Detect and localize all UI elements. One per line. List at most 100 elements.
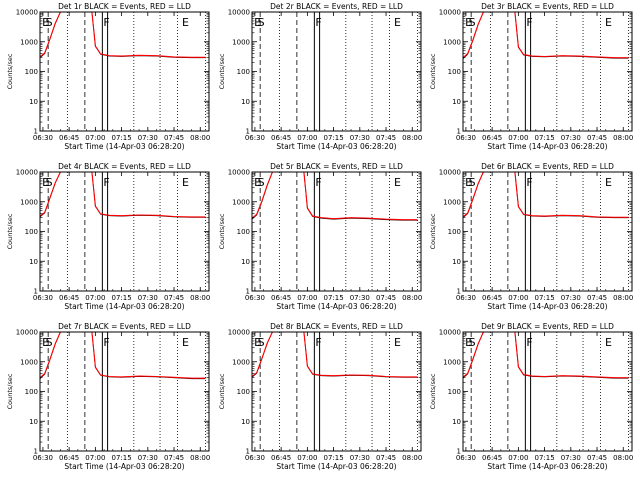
y-tick-label: 1 — [34, 128, 38, 136]
series-line-lld — [252, 172, 418, 221]
x-tick-label: 08:00 — [613, 294, 633, 302]
y-tick-label: 10 — [29, 258, 38, 266]
x-tick-label: 06:45 — [271, 454, 291, 462]
event-marker-label: F — [526, 176, 532, 189]
event-marker-label: S — [46, 336, 53, 349]
y-axis-label: Counts/sec — [218, 373, 226, 409]
panel-title: Det 7r BLACK = Events, RED = LLD — [58, 322, 191, 331]
event-marker-label: F — [526, 336, 532, 349]
event-marker-label: S — [469, 16, 476, 29]
x-tick-label: 07:30 — [138, 454, 158, 462]
series-line-events — [463, 172, 629, 219]
series-line-lld — [463, 332, 629, 379]
y-tick-label: 1 — [34, 448, 38, 456]
event-marker-label: E — [394, 336, 401, 349]
series-line-lld — [252, 332, 418, 378]
x-tick-label: 07:30 — [138, 294, 158, 302]
plot-frame — [251, 171, 422, 292]
x-axis-label: Start Time (14-Apr-03 06:28:20) — [276, 462, 396, 471]
x-tick-label: 08:00 — [613, 454, 633, 462]
y-tick-label: 1000 — [232, 358, 250, 366]
event-marker-label: F — [315, 176, 321, 189]
y-tick-label: 10 — [452, 258, 461, 266]
x-tick-label: 07:15 — [323, 294, 343, 302]
event-marker-label: F — [103, 176, 109, 189]
event-marker-label: F — [526, 16, 532, 29]
y-tick-label: 1 — [457, 288, 461, 296]
x-tick-label: 06:30 — [245, 294, 265, 302]
y-tick-label: 1000 — [443, 358, 461, 366]
y-axis-label: Counts/sec — [429, 213, 437, 249]
event-marker-label: E — [254, 176, 261, 189]
x-tick-label: 06:45 — [59, 454, 79, 462]
x-tick-label: 07:15 — [111, 454, 131, 462]
event-marker-label: S — [469, 336, 476, 349]
panel-title: Det 2r BLACK = Events, RED = LLD — [270, 2, 403, 11]
y-tick-label: 1000 — [232, 38, 250, 46]
y-tick-label: 100 — [237, 388, 250, 396]
event-marker-label: S — [46, 176, 53, 189]
series-line-lld — [40, 332, 206, 379]
plot-frame — [462, 11, 633, 132]
y-tick-label: 10 — [241, 98, 250, 106]
x-tick-label: 08:00 — [402, 294, 422, 302]
x-axis-label: Start Time (14-Apr-03 06:28:20) — [276, 142, 396, 151]
panel-title: Det 6r BLACK = Events, RED = LLD — [481, 162, 614, 171]
x-tick-label: 06:30 — [33, 294, 53, 302]
panel-title: Det 9r BLACK = Events, RED = LLD — [481, 322, 614, 331]
y-tick-label: 1 — [457, 128, 461, 136]
panel-title: Det 3r BLACK = Events, RED = LLD — [481, 2, 614, 11]
x-tick-label: 07:30 — [561, 294, 581, 302]
x-tick-label: 06:30 — [456, 134, 476, 142]
y-tick-label: 10 — [452, 418, 461, 426]
x-tick-label: 07:00 — [508, 134, 528, 142]
plot-frame — [39, 11, 210, 132]
x-tick-label: 06:30 — [245, 134, 265, 142]
y-tick-label: 100 — [448, 388, 461, 396]
event-marker-label: E — [605, 176, 612, 189]
series-line-events — [252, 332, 418, 378]
y-tick-label: 10000 — [228, 9, 250, 17]
y-tick-label: 10 — [241, 258, 250, 266]
event-marker-label: E — [254, 16, 261, 29]
y-tick-label: 10 — [452, 98, 461, 106]
x-tick-label: 06:30 — [456, 294, 476, 302]
panel-title: Det 4r BLACK = Events, RED = LLD — [58, 162, 191, 171]
y-tick-label: 10000 — [439, 329, 461, 337]
y-tick-label: 100 — [25, 228, 38, 236]
panel-title: Det 1r BLACK = Events, RED = LLD — [58, 2, 191, 11]
x-tick-label: 07:30 — [350, 454, 370, 462]
series-line-events — [40, 172, 206, 218]
y-tick-label: 10 — [29, 98, 38, 106]
event-marker-label: S — [258, 336, 265, 349]
x-tick-label: 06:30 — [245, 454, 265, 462]
x-tick-label: 07:00 — [85, 294, 105, 302]
y-tick-label: 10 — [29, 418, 38, 426]
x-axis-label: Start Time (14-Apr-03 06:28:20) — [64, 142, 184, 151]
event-marker-label: F — [315, 336, 321, 349]
event-marker-label: S — [469, 176, 476, 189]
event-marker-label: F — [103, 16, 109, 29]
x-tick-label: 08:00 — [402, 134, 422, 142]
x-tick-label: 07:45 — [376, 294, 396, 302]
y-tick-label: 1 — [246, 128, 250, 136]
y-axis-label: Counts/sec — [429, 53, 437, 89]
y-tick-label: 100 — [25, 388, 38, 396]
y-axis-label: Counts/sec — [429, 373, 437, 409]
event-marker-label: E — [465, 176, 472, 189]
y-axis-label: Counts/sec — [6, 213, 14, 249]
x-tick-label: 07:15 — [534, 134, 554, 142]
series-line-lld — [463, 12, 629, 59]
event-marker-label: E — [254, 336, 261, 349]
x-tick-label: 08:00 — [613, 134, 633, 142]
x-tick-label: 06:45 — [59, 134, 79, 142]
x-tick-label: 06:45 — [271, 134, 291, 142]
x-tick-label: 07:45 — [376, 454, 396, 462]
x-tick-label: 07:00 — [297, 294, 317, 302]
x-tick-label: 06:30 — [33, 134, 53, 142]
